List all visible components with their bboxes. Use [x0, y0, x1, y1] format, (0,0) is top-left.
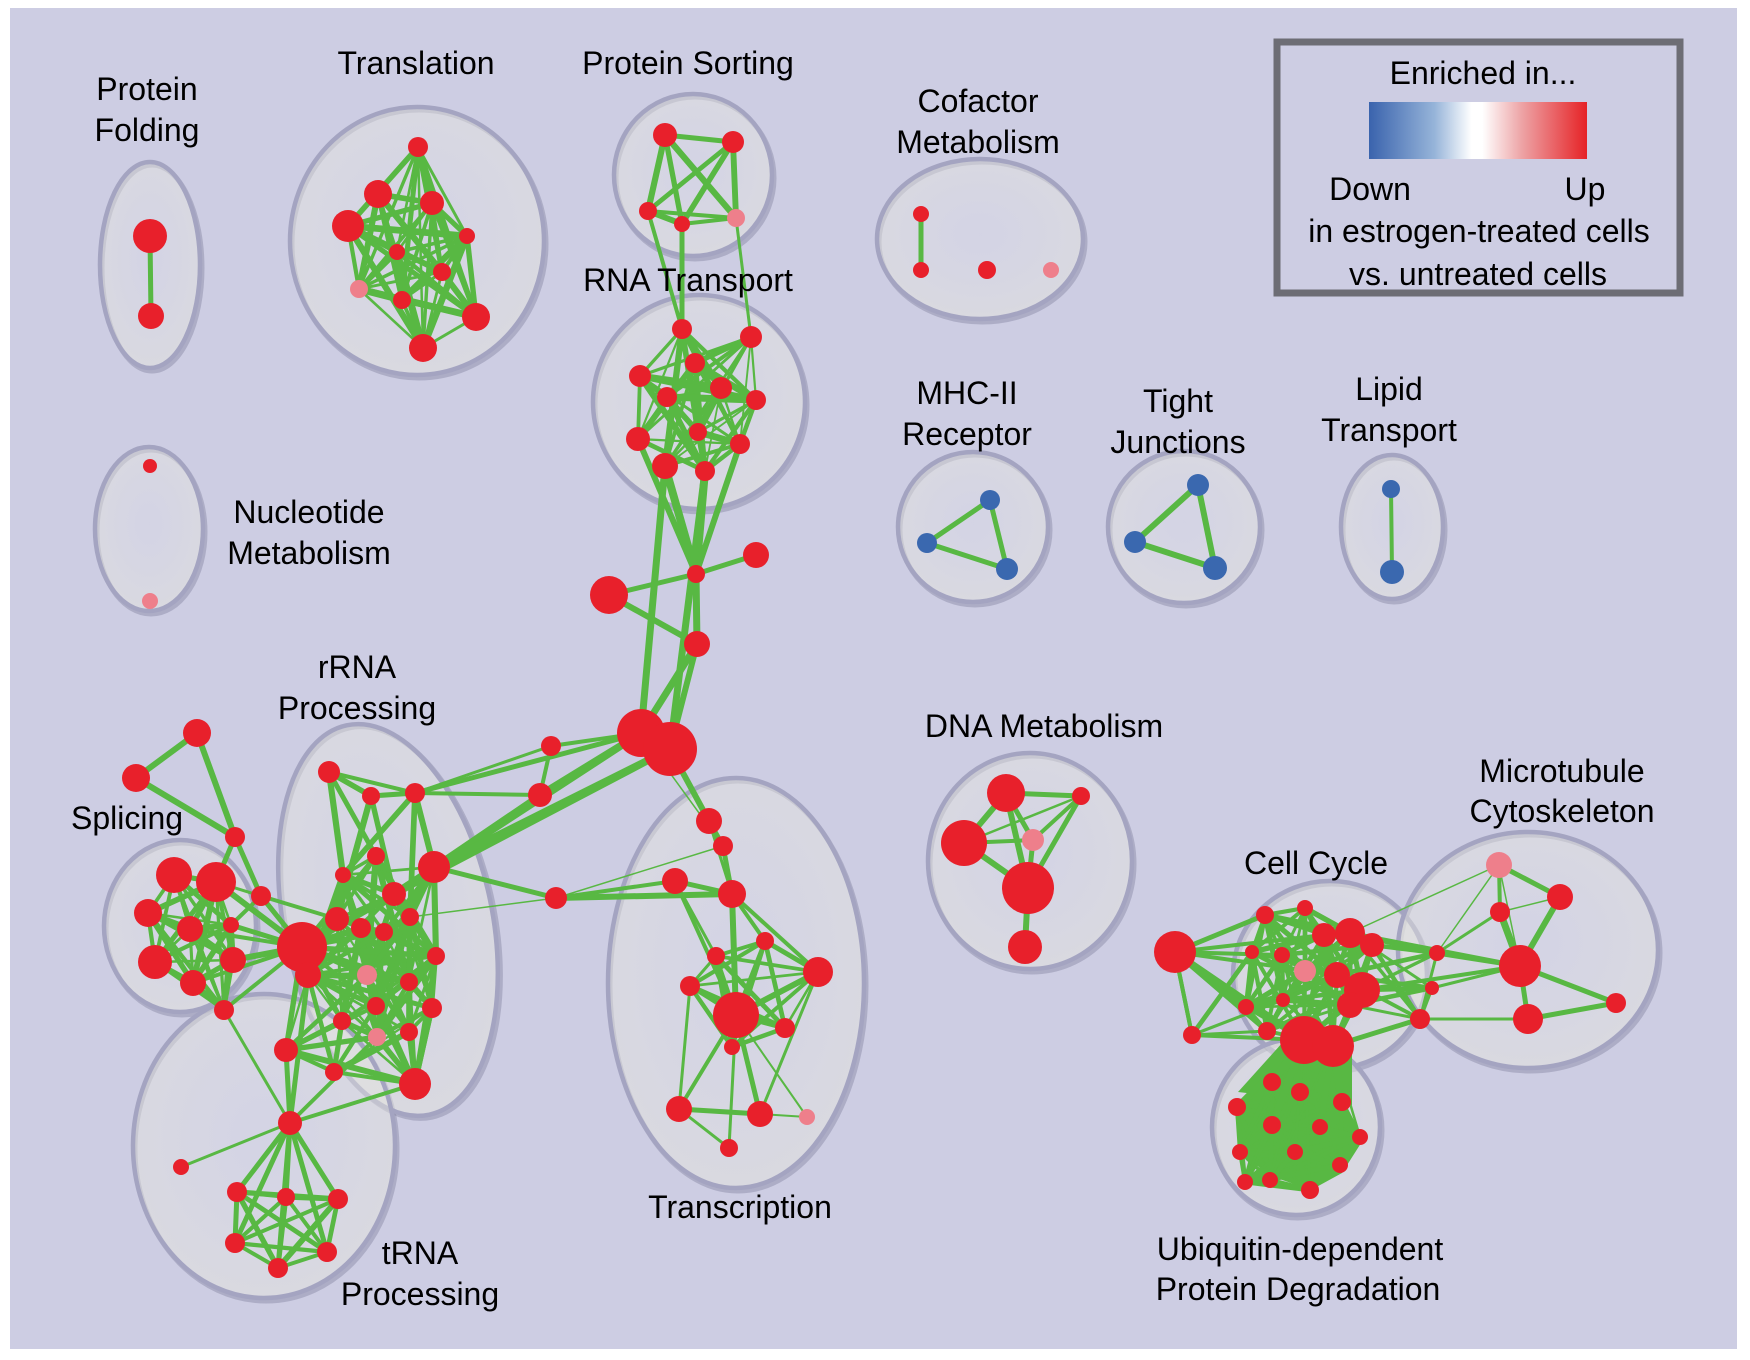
svg-text:tRNA: tRNA: [382, 1235, 459, 1271]
svg-text:Protein: Protein: [96, 71, 197, 107]
svg-text:rRNA: rRNA: [318, 649, 397, 685]
svg-text:Lipid: Lipid: [1355, 371, 1423, 407]
svg-text:Cytoskeleton: Cytoskeleton: [1470, 793, 1655, 829]
svg-text:Receptor: Receptor: [902, 416, 1032, 452]
svg-text:Microtubule: Microtubule: [1479, 753, 1644, 789]
svg-text:Transcription: Transcription: [648, 1189, 832, 1225]
svg-text:Tight: Tight: [1143, 383, 1213, 419]
svg-text:Junctions: Junctions: [1110, 424, 1245, 460]
svg-text:Cofactor: Cofactor: [918, 83, 1039, 119]
svg-text:Transport: Transport: [1321, 412, 1457, 448]
svg-text:in estrogen-treated cells: in estrogen-treated cells: [1308, 213, 1650, 249]
svg-text:Translation: Translation: [337, 45, 494, 81]
svg-text:Ubiquitin-dependent: Ubiquitin-dependent: [1157, 1231, 1444, 1267]
svg-text:Up: Up: [1565, 171, 1606, 207]
svg-text:DNA Metabolism: DNA Metabolism: [925, 708, 1163, 744]
svg-text:Nucleotide: Nucleotide: [233, 494, 384, 530]
svg-text:Down: Down: [1329, 171, 1411, 207]
svg-text:Protein Degradation: Protein Degradation: [1156, 1271, 1441, 1307]
svg-text:Processing: Processing: [341, 1276, 499, 1312]
svg-text:RNA Transport: RNA Transport: [583, 262, 793, 298]
svg-text:Protein Sorting: Protein Sorting: [582, 45, 794, 81]
svg-text:Splicing: Splicing: [71, 800, 183, 836]
svg-text:Metabolism: Metabolism: [896, 124, 1060, 160]
svg-text:Cell Cycle: Cell Cycle: [1244, 845, 1388, 881]
svg-text:Processing: Processing: [278, 690, 436, 726]
svg-text:Folding: Folding: [95, 112, 200, 148]
svg-text:MHC-II: MHC-II: [916, 375, 1017, 411]
svg-text:vs. untreated cells: vs. untreated cells: [1349, 256, 1607, 292]
svg-text:Enriched in...: Enriched in...: [1390, 55, 1577, 91]
svg-text:Metabolism: Metabolism: [227, 535, 391, 571]
